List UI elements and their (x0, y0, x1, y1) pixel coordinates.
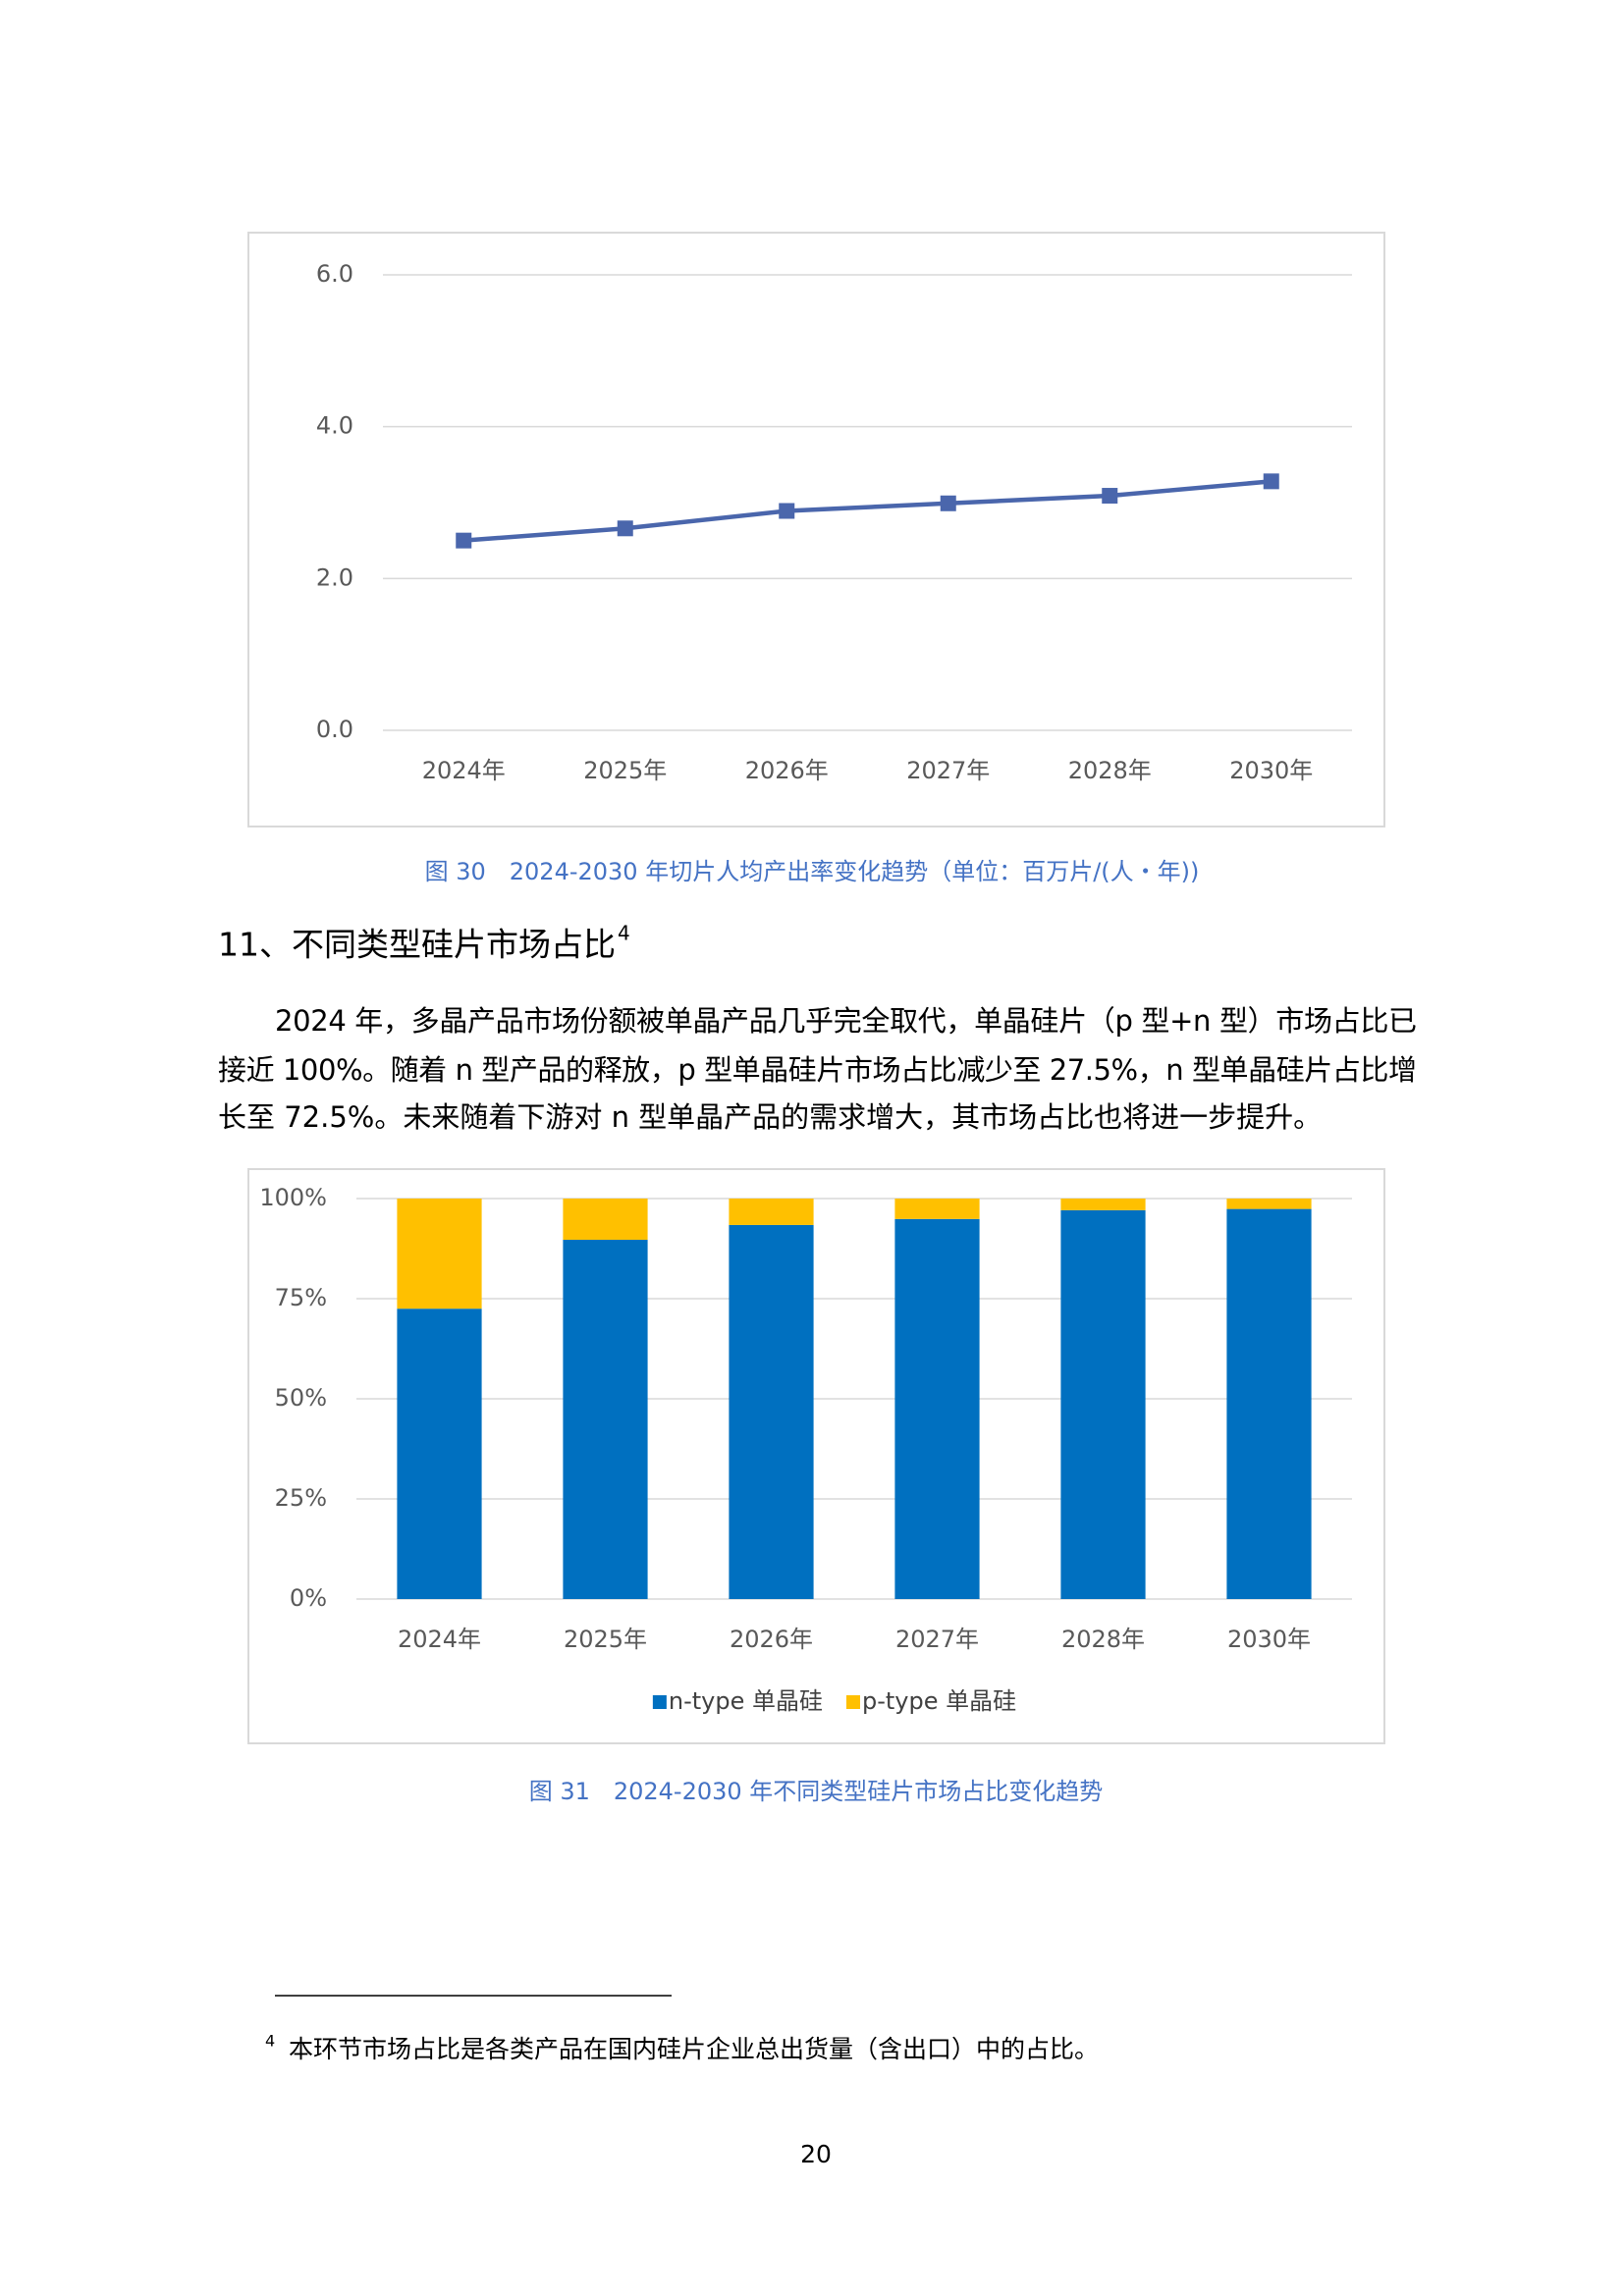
paragraph-line: 2024 年，多晶产品市场份额被单晶产品几乎完全取代，单晶硅片（p 型+n 型）… (275, 1004, 1417, 1038)
page-number: 20 (800, 2140, 832, 2168)
marker (779, 503, 795, 519)
x-tick-label: 2026年 (730, 1626, 813, 1653)
y-tick-label: 0.0 (316, 716, 353, 743)
footnote-text: 本环节市场占比是各类产品在国内硅片企业总出货量（含出口）中的占比。 (289, 2035, 1099, 2063)
x-tick-label: 2025年 (583, 757, 667, 784)
caption: 图 30 2024-2030 年切片人均产出率变化趋势（单位：百万片/(人・年)… (425, 858, 1200, 885)
marker (1102, 488, 1118, 505)
bar (1060, 1199, 1146, 1210)
paragraph-line: 长至 72.5%。未来随着下游对 n 型单晶产品的需求增大，其市场占比也将进一步… (218, 1100, 1322, 1134)
y-tick-label: 75% (275, 1284, 327, 1311)
legend-label: p-type 单晶硅 (862, 1687, 1016, 1715)
marker (456, 532, 472, 549)
line (463, 479, 1272, 543)
footnote-mark: 4 (265, 2032, 275, 2051)
x-tick-label: 2024年 (422, 757, 506, 784)
y-tick-label: 6.0 (316, 260, 353, 288)
y-tick-label: 50% (275, 1384, 327, 1412)
bar (563, 1240, 648, 1599)
bar (397, 1199, 482, 1309)
bar (894, 1199, 980, 1219)
bar (397, 1308, 482, 1599)
bar (729, 1199, 814, 1225)
x-tick-label: 2027年 (895, 1626, 979, 1653)
bar (1226, 1208, 1312, 1599)
y-tick-label: 25% (275, 1484, 327, 1512)
bar (894, 1218, 980, 1599)
y-tick-label: 0% (290, 1584, 327, 1612)
x-tick-label: 2024年 (398, 1626, 481, 1653)
caption: 图 31 2024-2030 年不同类型硅片市场占比变化趋势 (529, 1778, 1104, 1805)
y-tick-label: 2.0 (316, 563, 353, 591)
x-tick-label: 2025年 (564, 1626, 647, 1653)
marker (940, 495, 956, 511)
legend-swatch (845, 1695, 860, 1709)
marker (617, 520, 633, 537)
x-tick-label: 2030年 (1229, 757, 1313, 784)
x-tick-label: 2028年 (1068, 757, 1152, 784)
legend-label: n-type 单晶硅 (669, 1687, 823, 1715)
x-tick-label: 2026年 (745, 757, 829, 784)
bar (563, 1199, 648, 1241)
x-tick-label: 2030年 (1227, 1626, 1311, 1653)
bar (1226, 1199, 1312, 1209)
x-tick-label: 2028年 (1061, 1626, 1145, 1653)
y-tick-label: 100% (259, 1184, 327, 1211)
bar (729, 1224, 814, 1599)
chart-frame (247, 232, 1385, 828)
x-tick-label: 2027年 (906, 757, 990, 784)
legend-swatch (652, 1695, 667, 1709)
footnote-ref: 4 (618, 922, 630, 945)
heading: 11、不同类型硅片市场占比 (218, 926, 616, 964)
paragraph-line: 接近 100%。随着 n 型产品的释放，p 型单晶硅片市场占比减少至 27.5%… (218, 1053, 1417, 1087)
y-tick-label: 4.0 (316, 412, 353, 440)
bar (1060, 1209, 1146, 1599)
marker (1263, 473, 1279, 490)
